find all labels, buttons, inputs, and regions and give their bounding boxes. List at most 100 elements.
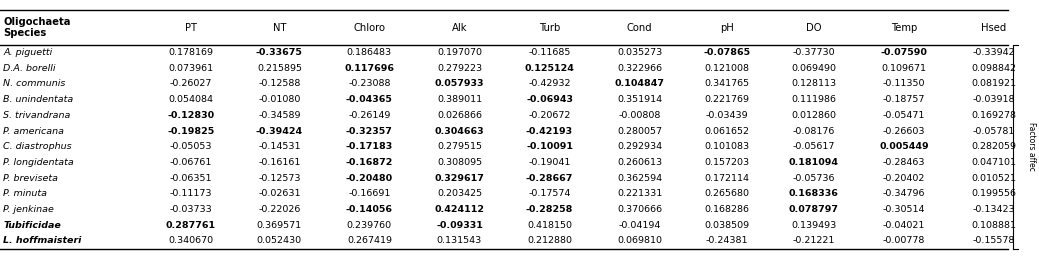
Text: 0.035273: 0.035273 bbox=[617, 48, 662, 57]
Text: -0.03918: -0.03918 bbox=[973, 95, 1015, 104]
Text: -0.16691: -0.16691 bbox=[348, 189, 391, 198]
Text: NT: NT bbox=[272, 23, 286, 33]
Text: -0.14056: -0.14056 bbox=[346, 205, 393, 214]
Text: 0.340670: 0.340670 bbox=[168, 236, 214, 245]
Text: -0.42193: -0.42193 bbox=[526, 126, 574, 135]
Text: -0.02631: -0.02631 bbox=[258, 189, 300, 198]
Text: -0.37730: -0.37730 bbox=[793, 48, 835, 57]
Text: -0.07865: -0.07865 bbox=[703, 48, 750, 57]
Text: 0.215895: 0.215895 bbox=[257, 64, 302, 73]
Text: -0.17574: -0.17574 bbox=[528, 189, 570, 198]
Text: 0.098842: 0.098842 bbox=[971, 64, 1016, 73]
Text: 0.304663: 0.304663 bbox=[434, 126, 484, 135]
Text: P. americana: P. americana bbox=[3, 126, 64, 135]
Text: -0.33675: -0.33675 bbox=[256, 48, 302, 57]
Text: -0.05781: -0.05781 bbox=[973, 126, 1015, 135]
Text: -0.39424: -0.39424 bbox=[256, 126, 303, 135]
Text: 0.125124: 0.125124 bbox=[525, 64, 575, 73]
Text: PT: PT bbox=[185, 23, 197, 33]
Text: 0.078797: 0.078797 bbox=[789, 205, 838, 214]
Text: 0.203425: 0.203425 bbox=[437, 189, 482, 198]
Text: -0.06761: -0.06761 bbox=[169, 158, 212, 167]
Text: P. minuta: P. minuta bbox=[3, 189, 47, 198]
Text: 0.260613: 0.260613 bbox=[617, 158, 662, 167]
Text: 0.221769: 0.221769 bbox=[704, 95, 749, 104]
Text: 0.157203: 0.157203 bbox=[704, 158, 749, 167]
Text: 0.287761: 0.287761 bbox=[166, 221, 216, 230]
Text: pH: pH bbox=[720, 23, 734, 33]
Text: -0.18757: -0.18757 bbox=[883, 95, 925, 104]
Text: 0.389011: 0.389011 bbox=[437, 95, 482, 104]
Text: 0.267419: 0.267419 bbox=[347, 236, 392, 245]
Text: 0.139493: 0.139493 bbox=[792, 221, 836, 230]
Text: -0.22026: -0.22026 bbox=[258, 205, 300, 214]
Text: C. diastrophus: C. diastrophus bbox=[3, 142, 72, 151]
Text: 0.424112: 0.424112 bbox=[434, 205, 484, 214]
Text: Cond: Cond bbox=[627, 23, 652, 33]
Text: -0.20480: -0.20480 bbox=[346, 174, 393, 183]
Text: 0.186483: 0.186483 bbox=[347, 48, 392, 57]
Text: 0.322966: 0.322966 bbox=[617, 64, 662, 73]
Text: 0.418150: 0.418150 bbox=[527, 221, 572, 230]
Text: -0.05053: -0.05053 bbox=[169, 142, 212, 151]
Text: -0.06943: -0.06943 bbox=[526, 95, 574, 104]
Text: 0.239760: 0.239760 bbox=[347, 221, 392, 230]
Text: -0.13423: -0.13423 bbox=[973, 205, 1015, 214]
Text: A. piguetti: A. piguetti bbox=[3, 48, 52, 57]
Text: 0.081921: 0.081921 bbox=[971, 80, 1016, 89]
Text: -0.06351: -0.06351 bbox=[169, 174, 212, 183]
Text: Oligochaeta
Species: Oligochaeta Species bbox=[3, 17, 71, 38]
Text: 0.057933: 0.057933 bbox=[434, 80, 484, 89]
Text: 0.181094: 0.181094 bbox=[789, 158, 838, 167]
Text: -0.00778: -0.00778 bbox=[883, 236, 925, 245]
Text: -0.19041: -0.19041 bbox=[528, 158, 570, 167]
Text: 0.104847: 0.104847 bbox=[614, 80, 665, 89]
Text: -0.28667: -0.28667 bbox=[526, 174, 574, 183]
Text: 0.117696: 0.117696 bbox=[344, 64, 395, 73]
Text: -0.24381: -0.24381 bbox=[705, 236, 748, 245]
Text: 0.012860: 0.012860 bbox=[792, 111, 836, 120]
Text: 0.052430: 0.052430 bbox=[257, 236, 302, 245]
Text: 0.329617: 0.329617 bbox=[434, 174, 484, 183]
Text: 0.038509: 0.038509 bbox=[704, 221, 749, 230]
Text: -0.07590: -0.07590 bbox=[880, 48, 928, 57]
Text: 0.168336: 0.168336 bbox=[789, 189, 838, 198]
Text: P. longidentata: P. longidentata bbox=[3, 158, 74, 167]
Text: 0.279223: 0.279223 bbox=[437, 64, 482, 73]
Text: 0.212880: 0.212880 bbox=[527, 236, 572, 245]
Text: -0.28258: -0.28258 bbox=[526, 205, 574, 214]
Text: -0.19825: -0.19825 bbox=[167, 126, 215, 135]
Text: 0.351914: 0.351914 bbox=[617, 95, 662, 104]
Text: 0.197070: 0.197070 bbox=[437, 48, 482, 57]
Text: Hsed: Hsed bbox=[982, 23, 1007, 33]
Text: Factors affec: Factors affec bbox=[1028, 122, 1036, 171]
Text: -0.42932: -0.42932 bbox=[528, 80, 570, 89]
Text: -0.17183: -0.17183 bbox=[346, 142, 393, 151]
Text: -0.10091: -0.10091 bbox=[526, 142, 574, 151]
Text: -0.28463: -0.28463 bbox=[883, 158, 925, 167]
Text: -0.08176: -0.08176 bbox=[793, 126, 835, 135]
Text: -0.04365: -0.04365 bbox=[346, 95, 393, 104]
Text: -0.23088: -0.23088 bbox=[348, 80, 391, 89]
Text: 0.282059: 0.282059 bbox=[971, 142, 1016, 151]
Text: -0.32357: -0.32357 bbox=[346, 126, 393, 135]
Text: -0.12588: -0.12588 bbox=[258, 80, 300, 89]
Text: 0.362594: 0.362594 bbox=[617, 174, 662, 183]
Text: -0.34796: -0.34796 bbox=[883, 189, 925, 198]
Text: -0.14531: -0.14531 bbox=[258, 142, 300, 151]
Text: 0.308095: 0.308095 bbox=[437, 158, 482, 167]
Text: 0.026866: 0.026866 bbox=[437, 111, 482, 120]
Text: -0.09331: -0.09331 bbox=[436, 221, 483, 230]
Text: -0.16872: -0.16872 bbox=[346, 158, 393, 167]
Text: 0.279515: 0.279515 bbox=[437, 142, 482, 151]
Text: 0.005449: 0.005449 bbox=[879, 142, 929, 151]
Text: -0.12573: -0.12573 bbox=[258, 174, 300, 183]
Text: 0.265680: 0.265680 bbox=[704, 189, 749, 198]
Text: -0.26603: -0.26603 bbox=[883, 126, 925, 135]
Text: 0.178169: 0.178169 bbox=[168, 48, 214, 57]
Text: -0.30514: -0.30514 bbox=[883, 205, 925, 214]
Text: 0.131543: 0.131543 bbox=[436, 236, 482, 245]
Text: 0.047101: 0.047101 bbox=[971, 158, 1016, 167]
Text: -0.05736: -0.05736 bbox=[793, 174, 835, 183]
Text: 0.073961: 0.073961 bbox=[168, 64, 214, 73]
